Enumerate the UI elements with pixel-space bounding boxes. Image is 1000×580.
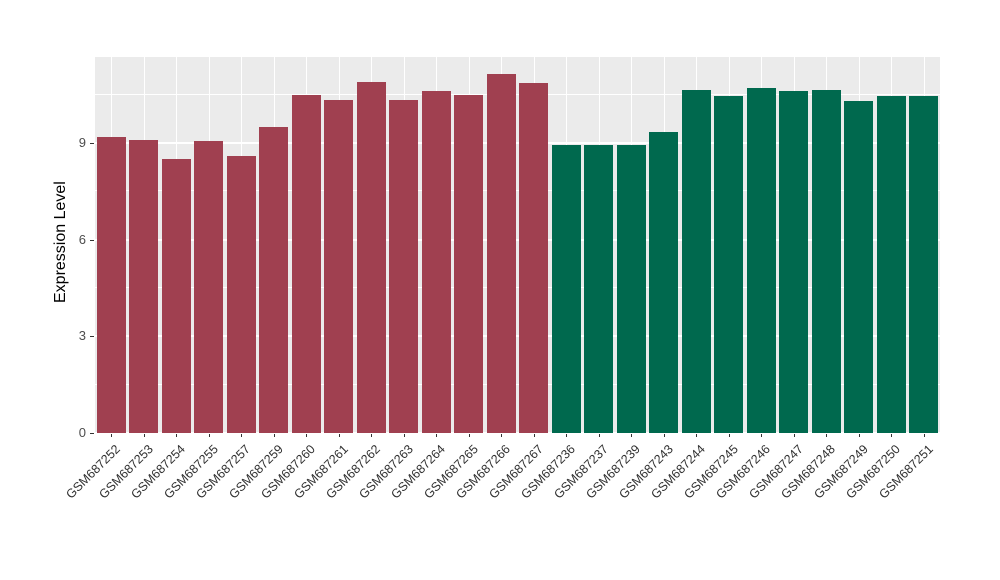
bar — [129, 139, 159, 433]
major-gridline — [95, 238, 940, 241]
bar — [909, 96, 939, 433]
bar — [714, 96, 744, 433]
bar — [96, 136, 126, 433]
y-tick-label: 6 — [78, 231, 86, 247]
x-tick-mark — [728, 433, 730, 437]
x-tick-mark — [826, 433, 828, 437]
major-gridline — [95, 335, 940, 338]
bar — [356, 81, 386, 433]
x-tick-mark — [793, 433, 795, 437]
x-tick-mark — [371, 433, 373, 437]
y-tick-label: 3 — [78, 328, 86, 344]
minor-gridline — [95, 190, 940, 192]
bar — [454, 94, 484, 433]
bar — [811, 89, 841, 433]
x-tick-mark — [566, 433, 568, 437]
bar — [616, 144, 646, 433]
major-gridline — [95, 142, 940, 145]
y-tick-mark — [90, 336, 94, 338]
bar — [194, 141, 224, 433]
x-tick-mark — [631, 433, 633, 437]
bar — [389, 99, 419, 433]
x-tick-mark — [241, 433, 243, 437]
y-tick-label: 0 — [78, 425, 86, 440]
y-tick-mark — [90, 433, 94, 434]
minor-gridline — [95, 383, 940, 385]
x-tick-mark — [923, 433, 925, 437]
x-tick-mark — [273, 433, 275, 437]
minor-gridline — [95, 93, 940, 95]
bar — [779, 91, 809, 433]
x-tick-mark — [858, 433, 860, 437]
x-tick-mark — [208, 433, 210, 437]
x-tick-mark — [891, 433, 893, 437]
major-gridline — [95, 432, 940, 434]
bar — [681, 89, 711, 433]
x-tick-mark — [176, 433, 178, 437]
x-tick-mark — [598, 433, 600, 437]
bar — [551, 144, 581, 433]
y-tick-label: 9 — [78, 135, 86, 151]
plot-panel — [95, 57, 940, 434]
bar — [161, 159, 191, 433]
y-tick-mark — [90, 239, 94, 241]
minor-gridline — [95, 287, 940, 289]
x-tick-mark — [338, 433, 340, 437]
x-tick-mark — [761, 433, 763, 437]
x-tick-mark — [663, 433, 665, 437]
bar — [259, 126, 289, 433]
y-tick-mark — [90, 143, 94, 145]
bar — [746, 88, 776, 433]
bar — [876, 96, 906, 433]
bar — [226, 155, 256, 433]
bar — [584, 144, 614, 433]
x-tick-mark — [501, 433, 503, 437]
bar — [519, 83, 549, 433]
x-tick-mark — [533, 433, 535, 437]
bar — [421, 91, 451, 433]
x-tick-mark — [436, 433, 438, 437]
x-tick-mark — [696, 433, 698, 437]
x-tick-mark — [111, 433, 113, 437]
bar — [324, 99, 354, 433]
x-tick-mark — [306, 433, 308, 437]
bar — [844, 101, 874, 433]
x-tick-mark — [468, 433, 470, 437]
bar — [649, 131, 679, 433]
x-tick-mark — [143, 433, 145, 437]
x-tick-mark — [403, 433, 405, 437]
bar — [291, 94, 321, 433]
bar — [486, 73, 516, 433]
